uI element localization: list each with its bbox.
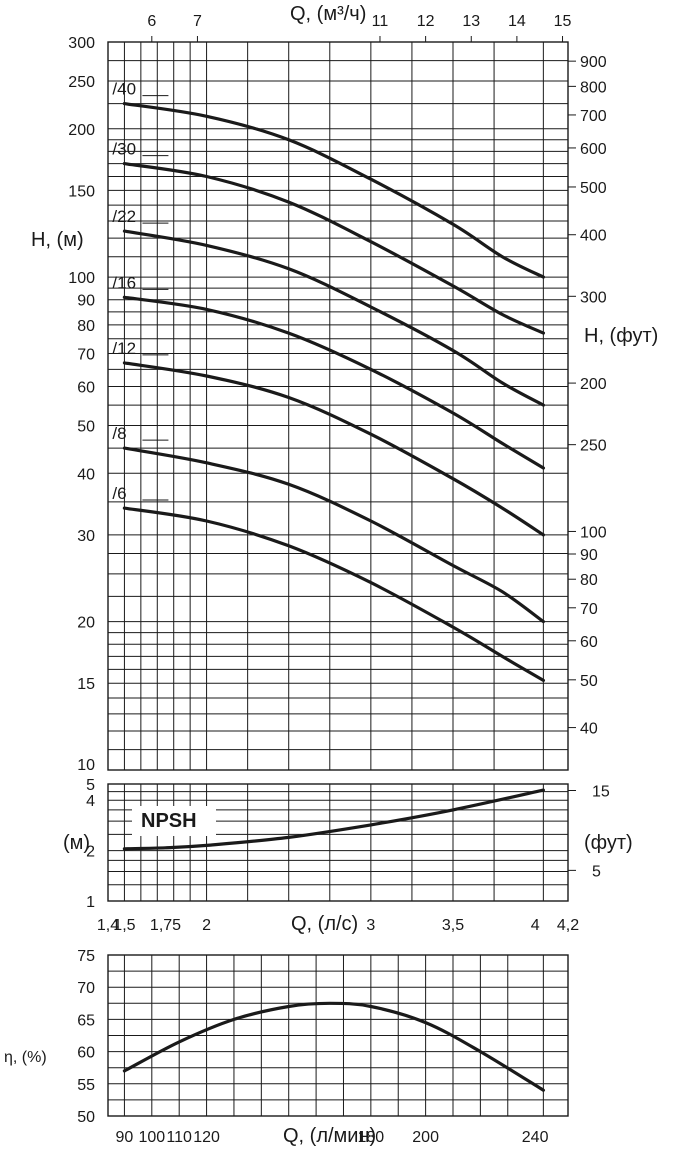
- head-curve-label: /12: [112, 339, 136, 358]
- npsh-x-tick-label: 3,5: [442, 917, 464, 934]
- head-left-tick-label: 150: [68, 183, 95, 200]
- head-curve-12: [122, 361, 545, 537]
- npsh-right-axis-title: (фут): [584, 832, 633, 854]
- head-left-tick-label: 10: [77, 757, 95, 774]
- head-right-tick-label: 90: [580, 547, 598, 564]
- head-top-tick-label: 15: [554, 13, 572, 30]
- npsh-left-axis-title: (м): [63, 832, 90, 854]
- npsh-right-tick-label: 15: [592, 784, 610, 801]
- npsh-label-box: [132, 806, 216, 836]
- npsh-x-axis-title: Q, (л/с): [291, 913, 358, 935]
- npsh-x-tick-label: 1,5: [113, 917, 135, 934]
- head-right-tick-label: 200: [580, 376, 607, 393]
- efficiency-x-tick-label: 180: [358, 1129, 385, 1146]
- head-top-tick-label: 11: [372, 13, 389, 30]
- head-top-tick-label: 6: [147, 13, 156, 30]
- head-right-tick-label: 400: [580, 228, 607, 245]
- head-left-axis-title: H, (м): [31, 229, 84, 251]
- npsh-x-tick-label: 4,2: [557, 917, 579, 934]
- head-right-tick-label: 500: [580, 180, 607, 197]
- head-right-tick-label: 50: [580, 673, 598, 690]
- head-right-tick-label: 100: [580, 524, 607, 541]
- npsh-x-tick-label: 4: [531, 917, 540, 934]
- head-left-tick-label: 40: [77, 466, 95, 483]
- head-top-tick-label: 13: [462, 13, 480, 30]
- head-panel-frame: [107, 41, 569, 771]
- head-right-axis-title: H, (фут): [584, 325, 658, 347]
- head-curve-label: /40: [112, 80, 136, 99]
- head-right-tick-label: 600: [580, 141, 607, 158]
- curve-layer: [122, 102, 545, 1092]
- efficiency-x-tick-label: 100: [138, 1129, 165, 1146]
- head-curve-22: [122, 229, 545, 407]
- efficiency-left-tick-label: 70: [77, 980, 95, 997]
- head-curve-8: [122, 446, 545, 624]
- head-curve-40: [122, 102, 545, 279]
- head-right-tick-label: 40: [580, 721, 598, 738]
- efficiency-curve: [122, 1001, 545, 1092]
- head-top-tick-label: 14: [508, 13, 526, 30]
- head-curve-label: /22: [112, 207, 136, 226]
- efficiency-x-tick-label: 200: [412, 1129, 439, 1146]
- head-curve-label: /16: [112, 273, 136, 292]
- head-left-tick-label: 15: [77, 676, 95, 693]
- head-right-tick-label: 250: [580, 438, 607, 455]
- head-curve-label: /6: [112, 484, 126, 503]
- head-right-tick-label: 900: [580, 54, 607, 71]
- head-right-tick-label: 60: [580, 634, 598, 651]
- efficiency-x-tick-label: 240: [522, 1129, 549, 1146]
- head-curve-16: [122, 295, 545, 470]
- head-left-tick-label: 80: [77, 318, 95, 335]
- head-left-tick-label: 30: [77, 528, 95, 545]
- head-left-tick-label: 50: [77, 419, 95, 436]
- head-left-tick-label: 70: [77, 346, 95, 363]
- npsh-x-tick-label: 1,4: [97, 917, 119, 934]
- efficiency-left-tick-label: 55: [77, 1077, 95, 1094]
- head-curve-label: /30: [112, 140, 136, 159]
- head-right-tick-label: 80: [580, 572, 598, 589]
- efficiency-left-tick-label: 75: [77, 948, 95, 965]
- npsh-curve: [122, 788, 545, 851]
- head-top-tick-label: 7: [193, 13, 202, 30]
- head-curve-6: [122, 506, 545, 682]
- head-left-tick-label: 200: [68, 122, 95, 139]
- npsh-right-tick-label: 5: [592, 863, 601, 880]
- head-top-tick-label: 12: [417, 13, 435, 30]
- head-left-tick-label: 90: [77, 293, 95, 310]
- efficiency-x-axis-title: Q, (л/мин): [283, 1125, 376, 1147]
- grid-layer: [107, 36, 576, 1117]
- npsh-left-tick-label: 4: [86, 793, 95, 810]
- head-right-tick-label: 300: [580, 289, 607, 306]
- head-curve-label: /8: [112, 424, 126, 443]
- head-left-tick-label: 300: [68, 35, 95, 52]
- npsh-panel-frame: [107, 783, 569, 902]
- npsh-left-tick-label: 1: [86, 894, 95, 911]
- head-left-tick-label: 20: [77, 615, 95, 632]
- head-top-axis-title: Q, (м³/ч): [290, 3, 366, 25]
- efficiency-x-tick-label: 90: [116, 1129, 134, 1146]
- npsh-panel-title: NPSH: [141, 810, 197, 832]
- head-left-tick-label: 250: [68, 74, 95, 91]
- text-layer: Q, (м³/ч) H, (м) H, (фут) (м) (фут) Q, (…: [4, 3, 658, 1147]
- efficiency-left-tick-label: 60: [77, 1045, 95, 1062]
- npsh-left-tick-label: 5: [86, 777, 95, 794]
- head-right-tick-label: 800: [580, 79, 607, 96]
- npsh-x-tick-label: 2: [202, 917, 211, 934]
- head-left-tick-label: 100: [68, 270, 95, 287]
- efficiency-left-axis-title: η, (%): [4, 1049, 47, 1066]
- efficiency-x-tick-label: 120: [193, 1129, 220, 1146]
- head-right-tick-label: 700: [580, 108, 607, 125]
- efficiency-left-tick-label: 65: [77, 1012, 95, 1029]
- head-left-tick-label: 60: [77, 379, 95, 396]
- npsh-x-tick-label: 1,75: [150, 917, 181, 934]
- head-curve-30: [122, 162, 545, 335]
- efficiency-left-tick-label: 50: [77, 1109, 95, 1126]
- npsh-x-tick-label: 3: [366, 917, 375, 934]
- npsh-left-tick-label: 2: [86, 844, 95, 861]
- head-right-tick-label: 70: [580, 601, 598, 618]
- efficiency-x-tick-label: 110: [166, 1129, 192, 1146]
